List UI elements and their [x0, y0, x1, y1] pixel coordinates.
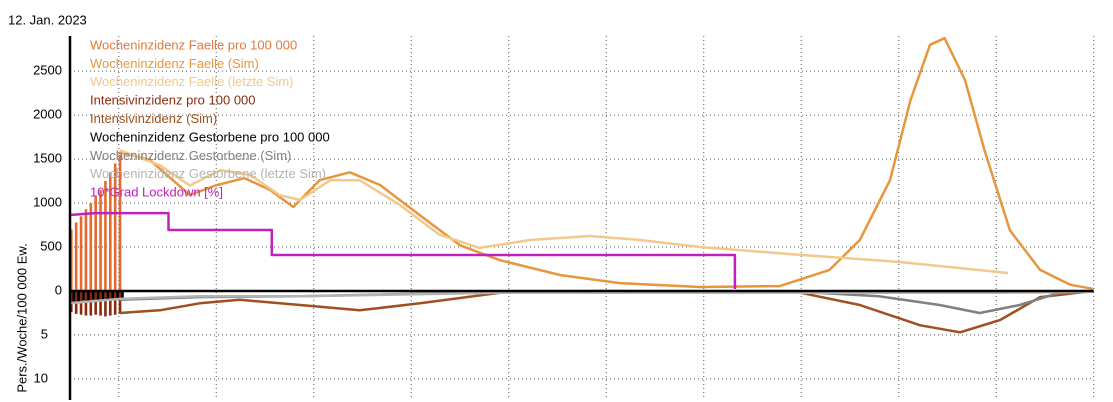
legend-entry: Wocheninzidenz Gestorbene (Sim): [90, 148, 291, 163]
series-line: [69, 211, 737, 289]
bar: [89, 290, 93, 316]
legend-entry: 10*Grad Lockdown [%]: [90, 185, 223, 200]
series-line: [119, 149, 1009, 275]
bar: [106, 290, 110, 300]
bar: [72, 290, 76, 302]
y2-tick-label: 5: [41, 326, 48, 341]
y-axis-label: Pers./Woche/100 000 Ew.: [14, 243, 29, 392]
bar: [74, 222, 78, 291]
bar: [109, 172, 112, 291]
y-tick-label: 1500: [33, 151, 62, 166]
bar: [87, 290, 90, 301]
y-tick-label: 0: [55, 282, 62, 297]
bar: [70, 290, 73, 313]
legend-entry: Intensivinzidenz (Sim): [90, 111, 217, 126]
series-line: [119, 36, 1094, 291]
bar: [113, 290, 117, 315]
bar: [84, 209, 88, 291]
bar: [118, 154, 122, 291]
legend-entry: Wocheninzidenz Faelle (Sim): [90, 56, 259, 71]
series-line: [69, 290, 1093, 305]
bar: [99, 189, 102, 291]
bar: [84, 290, 88, 316]
bar: [82, 290, 85, 301]
y-tick-label: 2000: [33, 107, 62, 122]
y2-tick-label: 10: [34, 370, 48, 385]
bar: [77, 290, 80, 302]
bar: [111, 290, 115, 300]
bar: [70, 229, 73, 291]
bar: [79, 216, 83, 291]
bar: [101, 290, 105, 300]
bar: [116, 290, 119, 299]
bar: [94, 196, 97, 291]
bar: [89, 203, 93, 291]
bar: [104, 290, 107, 317]
bar: [94, 290, 97, 315]
bar: [121, 290, 124, 299]
bar: [118, 290, 122, 314]
y-tick-label: 500: [40, 238, 62, 253]
y-tick-label: 2500: [33, 63, 62, 78]
legend-entry: Wocheninzidenz Faelle pro 100 000: [90, 37, 297, 52]
y-tick-label: 1000: [33, 194, 62, 209]
bar: [104, 181, 107, 291]
bar: [99, 290, 102, 316]
bar: [91, 290, 95, 300]
legend-entry: Intensivinzidenz pro 100 000: [90, 93, 256, 108]
bar: [96, 290, 100, 300]
grid: [70, 36, 1095, 400]
chart-title: 12. Jan. 2023: [8, 12, 87, 27]
legend-entry: Wocheninzidenz Faelle (letzte Sim): [90, 74, 294, 89]
bar: [109, 290, 112, 316]
bar: [113, 163, 117, 291]
legend-entry: Wocheninzidenz Gestorbene pro 100 000: [90, 129, 330, 144]
legend-entry: Wocheninzidenz Gestorbene (letzte Sim): [90, 166, 326, 181]
